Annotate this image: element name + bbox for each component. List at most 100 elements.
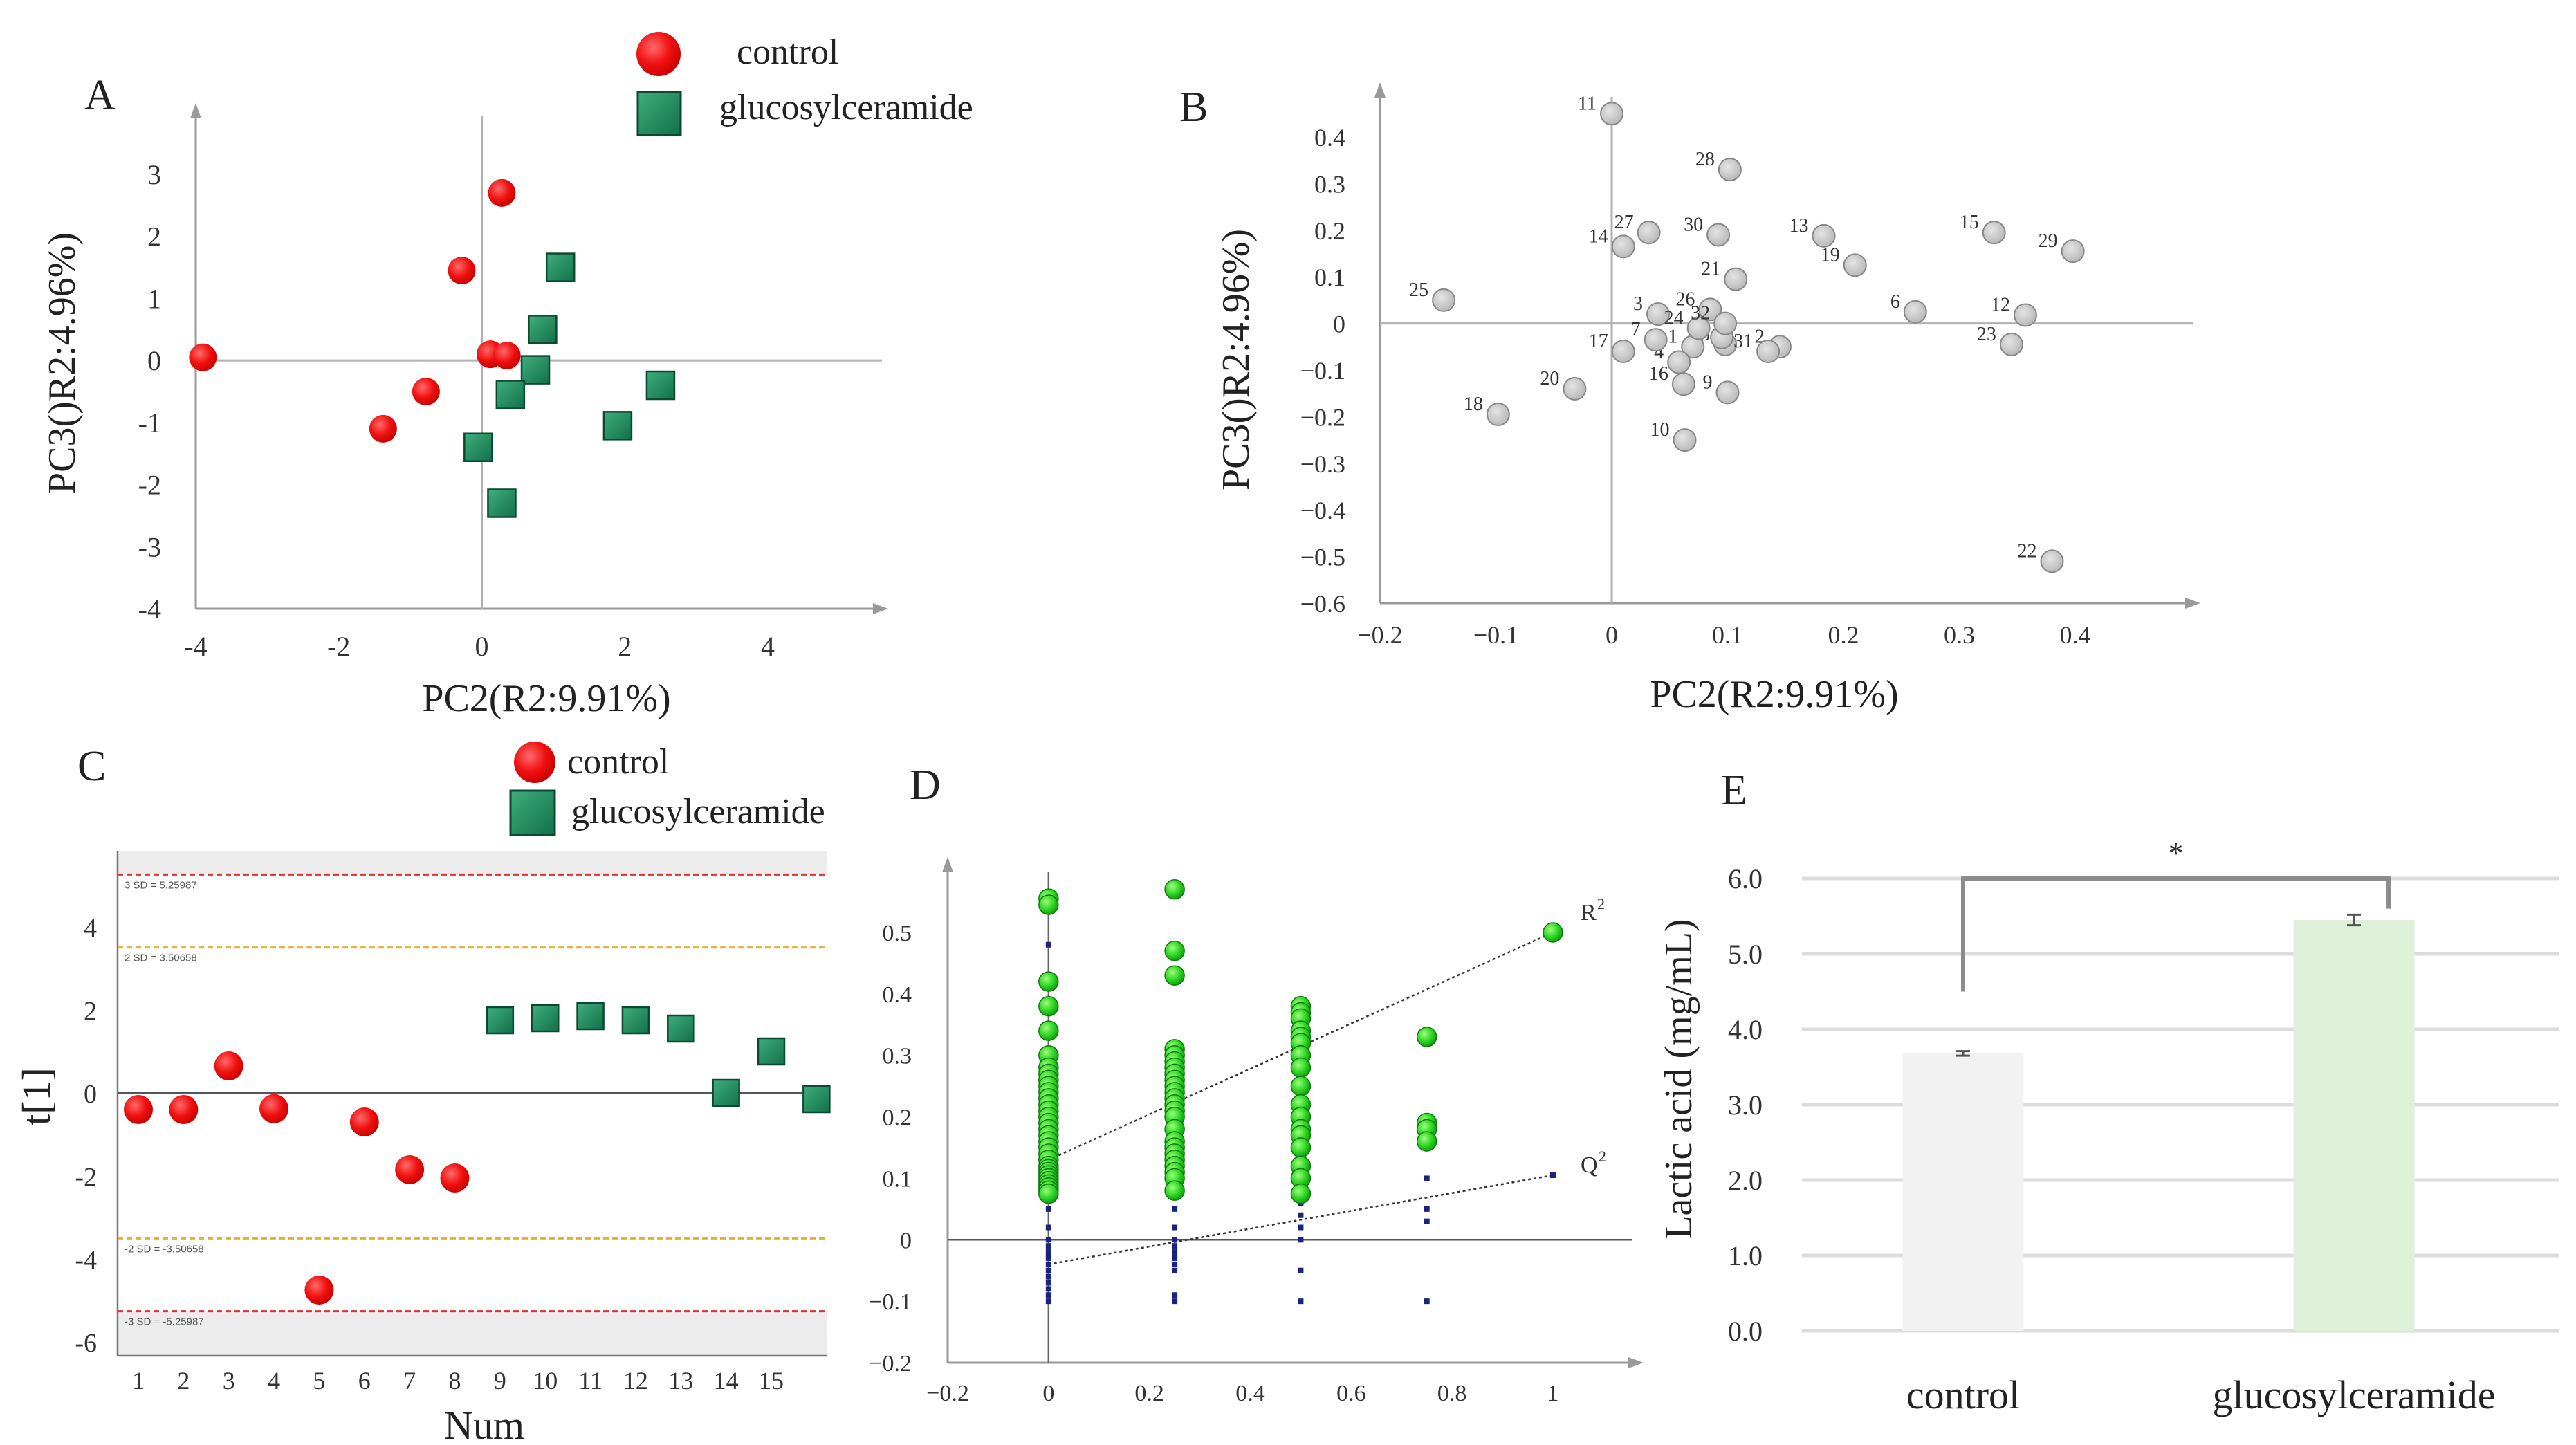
panel-b-variable-point: [1812, 223, 1836, 248]
panel-d-r2-superscript: 2: [1597, 895, 1605, 912]
panel-b-variable-point: [1686, 316, 1711, 340]
panel-c-x-tick-label: 8: [449, 1367, 461, 1395]
panel-b-variable-label: 27: [1614, 212, 1634, 233]
panel-a-glucosylceramide-point: [645, 370, 676, 401]
bar-control: [1902, 1053, 2024, 1331]
panel-b-variable-point: [1724, 267, 1748, 291]
panel-a-glucosylceramide-point: [545, 252, 576, 282]
panel-b-y-tick-label: 0: [1333, 311, 1345, 338]
panel-d-r2-label: R: [1581, 900, 1597, 926]
panel-b-x-tick-label: −0.2: [1357, 621, 1402, 649]
panel-d-q2-point: [1045, 1243, 1051, 1249]
panel-b-x-tick-label: 0: [1606, 621, 1618, 649]
panel-b-variable-label: 29: [2039, 230, 2058, 252]
panel-d-y-axis-arrow: [942, 857, 953, 872]
panel-b-y-axis-label: PC3()R2:4.96%): [1215, 229, 1258, 490]
panel-a-x-tick-label: 4: [761, 631, 775, 662]
panel-c-control-point: [214, 1051, 243, 1080]
panel-a-control-point: [493, 341, 521, 369]
panel-a-y-tick-label: 0: [147, 345, 161, 376]
panel-c-y-axis-label: t[1]: [14, 1067, 59, 1125]
panel-b-variable-point: [1671, 372, 1695, 396]
panel-b-variable-point: [1611, 234, 1635, 259]
panel-c-control-point: [124, 1095, 153, 1124]
panel-e-y-tick-label: 2.0: [1728, 1165, 1763, 1196]
panel-b-variable-label: 15: [1960, 212, 1979, 233]
panel-b-variable-point: [1698, 297, 1722, 322]
panel-d-q2-point: [1045, 1267, 1051, 1273]
panel-c-x-tick-label: 3: [223, 1367, 235, 1395]
panel-d-q2-point: [1172, 1261, 1178, 1267]
panel-label-c: C: [77, 743, 106, 790]
panel-b-variable-label: 1: [1668, 326, 1677, 347]
panel-b-variable-label: 9: [1703, 371, 1713, 393]
panel-b-variable-point: [1486, 403, 1510, 427]
panel-c-x-tick-label: 4: [268, 1367, 280, 1395]
panel-a-control-point: [189, 343, 217, 371]
panel-a-y-tick-label: -4: [138, 593, 161, 625]
panel-c-control-point: [395, 1155, 425, 1184]
panel-a-y-tick-label: -2: [138, 470, 161, 501]
panel-d-q2-point: [1045, 1280, 1051, 1286]
panel-b-y-axis-arrow: [1374, 82, 1386, 98]
panel-d-q2-point: [1045, 1237, 1051, 1243]
panel-d-r2-point: [1038, 1183, 1059, 1204]
panel-b-variable-label: 20: [1540, 368, 1559, 389]
panel-c-x-tick-label: 10: [533, 1367, 558, 1395]
panel-a-glucosylceramide-point: [520, 355, 551, 385]
panel-c-y-tick-label: 2: [84, 997, 97, 1026]
panel-d-q2-point: [1298, 1237, 1304, 1243]
panel-d-r2-point: [1290, 1183, 1312, 1204]
panel-b-variable-label: 30: [1684, 214, 1703, 236]
panel-b-variable-label: 13: [1790, 215, 1809, 237]
panel-b-variable-point: [1646, 302, 1670, 326]
panel-d-q2-point: [1172, 1267, 1178, 1273]
panel-c-x-tick-label: 7: [403, 1367, 416, 1395]
panel-b-y-tick-label: 0.4: [1314, 124, 1345, 151]
panel-d-q2-point: [1172, 1206, 1178, 1212]
panel-d-x-tick-label: −0.2: [926, 1381, 969, 1406]
panel-b-y-tick-label: −0.2: [1300, 403, 1345, 431]
panel-b-variable-point: [1563, 376, 1587, 401]
panel-b-variable-point: [1600, 102, 1623, 126]
panel-d-q2-point: [1298, 1224, 1304, 1231]
panel-a-legend: control glucosylceramide: [636, 32, 973, 136]
panel-c-lower-band: [118, 1311, 827, 1356]
panel-c-sd-reference-label: 2 SD = 3.50658: [125, 952, 197, 964]
panel-b-variable-label: 24: [1664, 307, 1684, 329]
panel-e-lactic-acid-bar-chart: Lactic acid (mg/mL) 0.0 1.0 2.0 3.0 4.0 5.0 6.…: [1657, 836, 2559, 1417]
panel-b-variable-point: [2013, 303, 2037, 327]
panel-e-y-tick-label: 6.0: [1728, 863, 1763, 894]
panel-d-q2-point: [1424, 1218, 1430, 1224]
panel-d-q2-point: [1172, 1224, 1178, 1231]
panel-a-y-tick-label: -1: [138, 407, 161, 439]
panel-d-r2-point: [1290, 1137, 1312, 1158]
panel-c-control-point: [349, 1107, 379, 1136]
legend-control-label: control: [737, 33, 838, 72]
legend-glucosylceramide-label: glucosylceramide: [571, 792, 825, 831]
panel-d-permutation-plot: −0.2 0 0.2 0.4 0.6 0.8 1 −0.2 −0.1 0 0.1 0.2 0.3 0.4 0…: [869, 857, 1644, 1406]
panel-a-control-point: [488, 178, 516, 207]
panel-d-q2-point: [1172, 1298, 1178, 1305]
panel-d-r2-point: [1038, 971, 1059, 992]
panel-d-r2-point: [1416, 1027, 1437, 1047]
panel-c-x-tick-label: 13: [668, 1367, 693, 1395]
panel-d-y-tick-label: −0.1: [869, 1289, 912, 1315]
panel-a-x-tick-label: 0: [475, 631, 489, 662]
panel-b-y-tick-label: 0.2: [1314, 217, 1345, 245]
panel-d-r2-point: [1290, 1057, 1312, 1078]
panel-c-x-axis-label: Num: [444, 1403, 524, 1445]
legend-glucosylceramide-marker: [636, 91, 682, 136]
panel-b-variable-label: 12: [1991, 294, 2010, 315]
panel-label-e: E: [1721, 767, 1747, 814]
panel-b-variable-point: [1637, 221, 1661, 245]
panel-b-variable-point: [1667, 350, 1691, 374]
panel-b-x-axis-arrow: [2185, 598, 2200, 609]
panel-c-y-tick-label: -4: [75, 1246, 97, 1275]
panel-c-upper-band: [118, 851, 827, 875]
panel-c-control-point: [169, 1095, 199, 1124]
panel-b-y-tick-label: −0.3: [1300, 450, 1345, 478]
panel-b-variable-point: [1756, 340, 1781, 364]
panel-d-y-tick-label: −0.2: [869, 1351, 912, 1377]
x-label-glucosylceramide: glucosylceramide: [2212, 1372, 2495, 1417]
